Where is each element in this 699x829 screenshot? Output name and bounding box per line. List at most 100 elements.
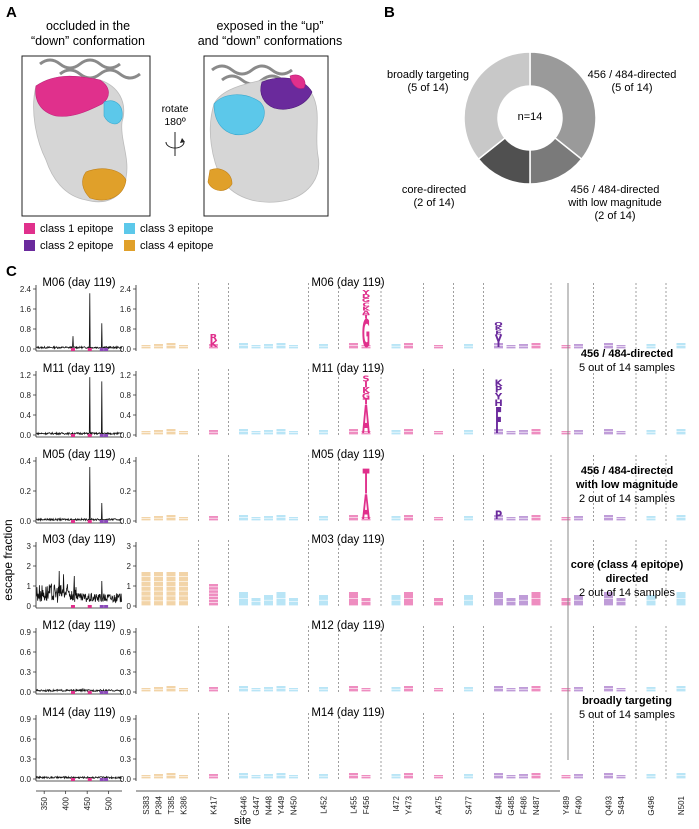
left-ytick-label: 0.0 (20, 688, 32, 697)
logo-letter-block (349, 686, 358, 689)
logo-letter: S (362, 376, 369, 385)
site-marker (70, 434, 75, 437)
logo-letter: A (362, 488, 370, 527)
logo-letter-block (264, 689, 273, 692)
logo-letter-block (179, 690, 188, 692)
logo-letter-block (289, 690, 298, 692)
logo-letter-block (276, 689, 286, 692)
logo-letter-block (166, 776, 176, 779)
site-label: G496 (647, 795, 656, 815)
logo-letter-block (141, 601, 151, 606)
logo-letter-block (141, 581, 151, 586)
logo-letter-block (506, 598, 516, 602)
logo-letter-block (434, 598, 443, 602)
logo-letter-block (289, 519, 298, 521)
logo-letter: H (494, 398, 502, 408)
logo-letter-block (604, 429, 613, 432)
logo-letter-block (604, 515, 613, 518)
logo-letter-block (154, 601, 163, 606)
logo-letter-block (154, 346, 163, 349)
logo-letter-block (646, 432, 656, 435)
logo-letter-block (154, 518, 163, 521)
logo-letter-block (264, 346, 273, 349)
logo-letter-block (561, 602, 571, 606)
logo-letter-block (434, 775, 443, 777)
logo-letter-block (289, 433, 298, 435)
logo-letter-block (209, 596, 218, 600)
logo-letter-block (531, 515, 541, 518)
logo-letter-block (209, 516, 218, 518)
group4-title: broadly targeting (582, 695, 672, 707)
site-label: N448 (265, 795, 274, 815)
logo-letter-block (506, 775, 516, 777)
right-ytick-label: 0 (127, 602, 132, 611)
logo-letter-block (141, 596, 151, 601)
escape-line (36, 293, 122, 350)
logo-letter-block (574, 774, 583, 776)
donut-slice (529, 51, 597, 161)
left-ytick-label: 0.4 (20, 457, 32, 466)
site-label: N450 (290, 795, 299, 815)
group1-title: 456 / 484-directed (581, 348, 673, 360)
logo-letter-block (531, 432, 541, 435)
logo-letter: T (363, 462, 370, 501)
logo-letter-block (616, 345, 626, 347)
site-label: G447 (252, 795, 261, 815)
logo-letter-block (239, 343, 248, 346)
panel-b-letter: B (384, 4, 395, 21)
logo-letter-block (276, 518, 286, 521)
logo-letter-block (604, 346, 613, 349)
site-label: I472 (392, 795, 401, 811)
panel-a-letter: A (6, 4, 17, 21)
logo-letter-block (276, 592, 286, 599)
left-xtick-label: 400 (62, 796, 71, 810)
logo-letter-block (676, 686, 686, 689)
donut-label-broad-2: (5 of 14) (408, 82, 449, 94)
logo-letter-block (646, 516, 656, 518)
right-ytick-label: 0.0 (120, 517, 132, 526)
logo-letter-block (404, 518, 413, 521)
site-marker (99, 778, 104, 781)
logo-letter-block (531, 686, 541, 689)
logo-letter-block (154, 687, 163, 689)
logo-letter-block (561, 517, 571, 519)
logo-letter-block (154, 344, 163, 346)
logo-letter: A (362, 310, 371, 316)
logo-letter-block (404, 346, 413, 349)
logo-letter-block (494, 686, 503, 689)
logo-letter-block (179, 581, 188, 586)
logo-letter-block (154, 776, 163, 779)
right-ytick-label: 0.0 (120, 345, 132, 354)
logo-letter-block (494, 343, 503, 346)
right-caption-line2: and “down” conformations (198, 34, 343, 48)
logo-letter-block (154, 430, 163, 432)
logo-letter-block (434, 345, 443, 347)
logo-letter-block (464, 344, 473, 346)
logo-letter-block (276, 686, 286, 689)
donut-label-low-2: with low magnitude (567, 197, 662, 209)
logo-letter-block (179, 591, 188, 596)
logo-letter-block (251, 688, 261, 690)
logo-letter-block (391, 516, 401, 518)
logo-letter-block (531, 429, 541, 432)
site-marker (99, 520, 104, 523)
logo-letter-block (434, 431, 443, 433)
logo-letter-block (264, 774, 273, 776)
right-ytick-label: 0.3 (120, 668, 132, 677)
donut-label-low-1: 456 / 484-directed (571, 184, 660, 196)
logo-letter-block (391, 600, 401, 606)
site-label: S477 (465, 795, 474, 814)
logo-letter-block (676, 432, 686, 435)
escape-row: M12 (day 119) M12 (day 119) 0.9 0.9 0.6 0.6 0.… (20, 620, 686, 697)
site-label: P384 (155, 795, 164, 814)
left-ytick-label: 0.0 (20, 431, 32, 440)
logo-letter-block (239, 599, 248, 606)
site-marker (87, 778, 92, 781)
logo-letter-block (166, 432, 176, 435)
logo-letter-block (251, 602, 261, 606)
site-marker (99, 434, 104, 437)
logo-letter-block (464, 516, 473, 518)
donut-label-456-2: (5 of 14) (612, 82, 653, 94)
logo-letter-block (264, 600, 273, 606)
logo-letter-block (166, 591, 176, 596)
